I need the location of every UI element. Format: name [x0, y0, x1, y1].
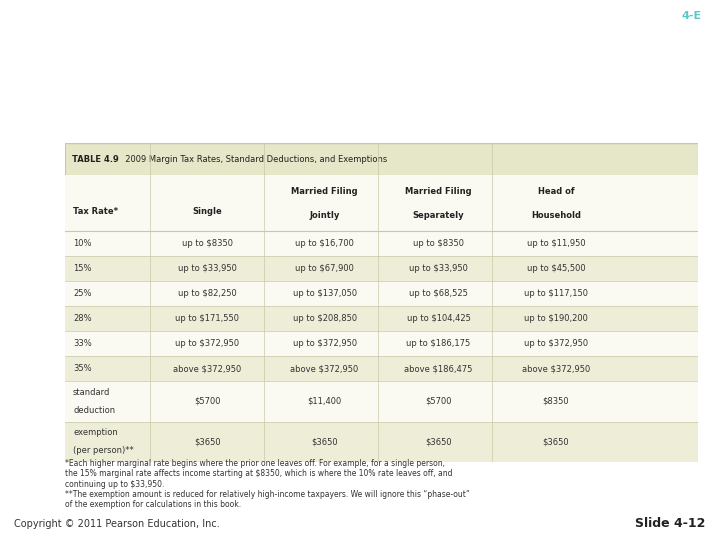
Text: 2009 Margin Tax Rates, Standard Deductions, and Exemptions: 2009 Margin Tax Rates, Standard Deductio…	[120, 154, 387, 164]
Bar	[65, 281, 698, 306]
Text: up to $33,950: up to $33,950	[178, 264, 237, 273]
Text: up to $372,950: up to $372,950	[523, 339, 588, 348]
Bar	[65, 381, 698, 422]
Text: up to $82,250: up to $82,250	[178, 289, 237, 298]
Text: up to $137,050: up to $137,050	[292, 289, 356, 298]
Bar	[65, 231, 698, 256]
Text: up to $11,950: up to $11,950	[526, 239, 585, 248]
Text: up to $8350: up to $8350	[182, 239, 233, 248]
Bar	[65, 331, 698, 356]
Text: up to $117,150: up to $117,150	[524, 289, 588, 298]
Text: up to $16,700: up to $16,700	[295, 239, 354, 248]
Bar	[65, 175, 698, 231]
Text: of the exemption for calculations in this book.: of the exemption for calculations in thi…	[65, 500, 241, 509]
Text: Tax Rate*: Tax Rate*	[73, 207, 118, 215]
Text: Separately: Separately	[413, 211, 464, 220]
Text: above $186,475: above $186,475	[405, 364, 473, 373]
Text: $5700: $5700	[194, 397, 220, 406]
Text: exemption: exemption	[73, 428, 118, 437]
Text: Jointly: Jointly	[310, 211, 340, 220]
Bar	[65, 306, 698, 331]
Text: $3650: $3650	[311, 437, 338, 446]
Text: standard: standard	[73, 388, 110, 397]
Text: up to $190,200: up to $190,200	[524, 314, 588, 323]
Text: $3650: $3650	[194, 437, 220, 446]
Bar	[65, 256, 698, 281]
Text: Head of: Head of	[538, 187, 574, 196]
Text: up to $171,550: up to $171,550	[176, 314, 239, 323]
Text: above $372,950: above $372,950	[174, 364, 241, 373]
Text: Household: Household	[531, 211, 581, 220]
Text: Married Filing: Married Filing	[405, 187, 472, 196]
Text: up to $8350: up to $8350	[413, 239, 464, 248]
Bar	[65, 356, 698, 381]
Text: continuing up to $33,950.: continuing up to $33,950.	[65, 480, 164, 489]
Text: up to $45,500: up to $45,500	[526, 264, 585, 273]
Text: up to $68,525: up to $68,525	[409, 289, 468, 298]
Text: $3650: $3650	[543, 437, 569, 446]
Bar	[65, 143, 698, 175]
Text: $11,400: $11,400	[307, 397, 342, 406]
Text: above $372,950: above $372,950	[522, 364, 590, 373]
Text: up to $33,950: up to $33,950	[409, 264, 468, 273]
Text: deduction: deduction	[73, 406, 115, 415]
Text: Single: Single	[192, 207, 222, 215]
Text: $8350: $8350	[543, 397, 569, 406]
Text: 35%: 35%	[73, 364, 91, 373]
Text: the 15% marginal rate affects income starting at $8350, which is where the 10% r: the 15% marginal rate affects income sta…	[65, 469, 452, 478]
Text: 4-E: 4-E	[682, 11, 702, 21]
Text: Copyright © 2011 Pearson Education, Inc.: Copyright © 2011 Pearson Education, Inc.	[14, 518, 220, 529]
Text: 2006 Marginal Tax Rates, Standard: 2006 Marginal Tax Rates, Standard	[25, 25, 575, 53]
Text: Deductions, and Exemptions: Deductions, and Exemptions	[25, 87, 472, 115]
Text: $5700: $5700	[426, 397, 452, 406]
Text: TABLE 4.9: TABLE 4.9	[73, 154, 119, 164]
Text: 25%: 25%	[73, 289, 91, 298]
Text: 28%: 28%	[73, 314, 91, 323]
Text: up to $372,950: up to $372,950	[292, 339, 356, 348]
Text: above $372,950: above $372,950	[290, 364, 359, 373]
Text: up to $104,425: up to $104,425	[407, 314, 471, 323]
Text: up to $67,900: up to $67,900	[295, 264, 354, 273]
Text: 33%: 33%	[73, 339, 91, 348]
Text: up to $372,950: up to $372,950	[175, 339, 240, 348]
Text: Married Filing: Married Filing	[292, 187, 358, 196]
Text: Slide 4-12: Slide 4-12	[635, 517, 706, 530]
Text: 15%: 15%	[73, 264, 91, 273]
Text: up to $186,175: up to $186,175	[407, 339, 471, 348]
Text: *Each higher marginal rate begins where the prior one leaves off. For example, f: *Each higher marginal rate begins where …	[65, 459, 445, 468]
Bar	[65, 422, 698, 462]
Text: $3650: $3650	[426, 437, 452, 446]
Text: (per person)**: (per person)**	[73, 446, 134, 455]
Text: up to $208,850: up to $208,850	[292, 314, 356, 323]
Text: **The exemption amount is reduced for relatively high-income taxpayers. We will : **The exemption amount is reduced for re…	[65, 490, 469, 499]
Text: 10%: 10%	[73, 239, 91, 248]
